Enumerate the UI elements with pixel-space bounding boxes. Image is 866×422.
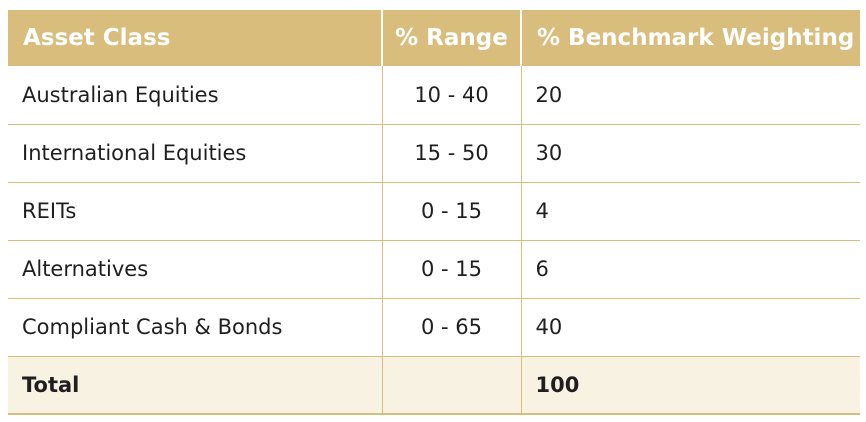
cell-total-range: [382, 356, 522, 415]
table-row: International Equities 15 - 50 30: [8, 124, 860, 183]
cell-range: 0 - 65: [382, 298, 522, 357]
range-text: 10 - 40: [414, 82, 489, 107]
cell-range: 10 - 40: [382, 66, 522, 125]
header-range-label: % Range: [395, 25, 508, 51]
asset-class-text: REITs: [22, 199, 77, 223]
header-benchmark-label: % Benchmark Weighting: [537, 25, 855, 51]
table-row: Australian Equities 10 - 40 20: [8, 66, 860, 125]
table-header-row: Asset Class % Range % Benchmark Weightin…: [8, 10, 860, 66]
cell-range: 0 - 15: [382, 240, 522, 299]
cell-total-label: Total: [8, 356, 383, 415]
asset-class-text: International Equities: [22, 141, 247, 165]
asset-class-text: Alternatives: [22, 257, 149, 281]
cell-total-benchmark: 100: [521, 356, 860, 415]
cell-range: 15 - 50: [382, 124, 522, 183]
cell-asset-class: Compliant Cash & Bonds: [8, 298, 383, 357]
cell-asset-class: Australian Equities: [8, 66, 383, 125]
benchmark-text: 4: [535, 199, 549, 223]
asset-allocation-table: Asset Class % Range % Benchmark Weightin…: [8, 10, 860, 415]
total-label-text: Total: [22, 372, 80, 397]
table-total-row: Total 100: [8, 356, 860, 415]
cell-benchmark: 20: [521, 66, 860, 125]
cell-benchmark: 40: [521, 298, 860, 357]
range-text: 0 - 15: [420, 199, 482, 223]
benchmark-text: 6: [535, 257, 549, 281]
table-row: REITs 0 - 15 4: [8, 182, 860, 241]
benchmark-text: 40: [535, 315, 563, 339]
cell-benchmark: 30: [521, 124, 860, 183]
table-row: Alternatives 0 - 15 6: [8, 240, 860, 299]
cell-asset-class: International Equities: [8, 124, 383, 183]
total-benchmark-text: 100: [535, 372, 580, 397]
header-asset-class: Asset Class: [8, 10, 383, 66]
header-asset-class-label: Asset Class: [23, 25, 171, 51]
range-text: 15 - 50: [414, 141, 489, 165]
benchmark-text: 20: [535, 82, 563, 107]
table-row: Compliant Cash & Bonds 0 - 65 40: [8, 298, 860, 357]
range-text: 0 - 65: [420, 315, 482, 339]
header-benchmark: % Benchmark Weighting: [521, 10, 860, 66]
cell-asset-class: Alternatives: [8, 240, 383, 299]
range-text: 0 - 15: [420, 257, 482, 281]
cell-benchmark: 6: [521, 240, 860, 299]
asset-allocation-table-container: Asset Class % Range % Benchmark Weightin…: [8, 10, 860, 415]
asset-class-text: Compliant Cash & Bonds: [22, 315, 283, 339]
header-range: % Range: [382, 10, 522, 66]
benchmark-text: 30: [535, 141, 563, 165]
cell-benchmark: 4: [521, 182, 860, 241]
cell-range: 0 - 15: [382, 182, 522, 241]
asset-class-text: Australian Equities: [22, 82, 219, 107]
cell-asset-class: REITs: [8, 182, 383, 241]
